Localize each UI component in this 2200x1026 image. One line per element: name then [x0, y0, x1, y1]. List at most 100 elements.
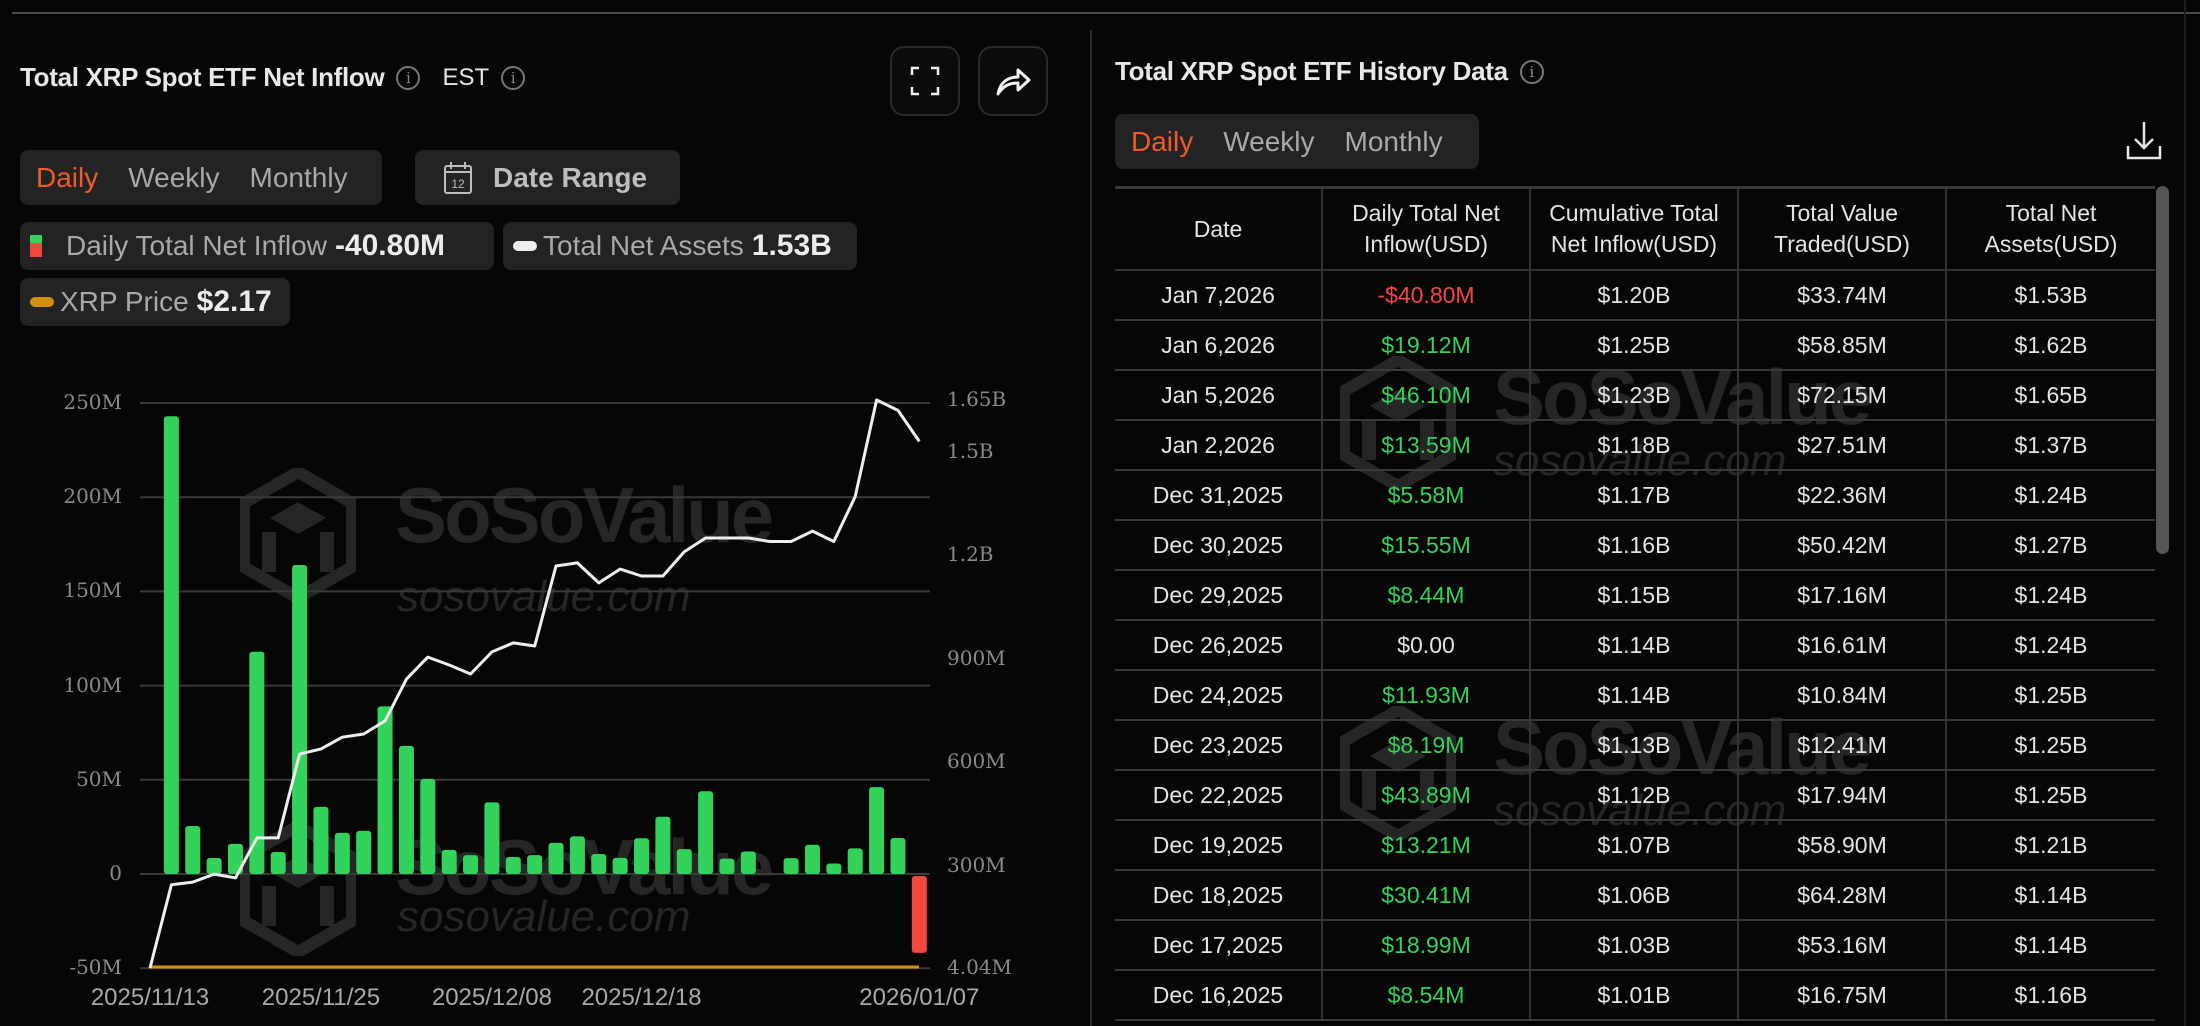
share-button[interactable]	[978, 46, 1048, 116]
col-header-date[interactable]: Date	[1115, 186, 1323, 271]
inflow-bar[interactable]	[655, 816, 671, 874]
cell-inflow: $15.55M	[1321, 520, 1531, 571]
date-range-button[interactable]: 12 Date Range	[415, 150, 680, 205]
history-tab-monthly[interactable]: Monthly	[1344, 125, 1443, 157]
inflow-bar[interactable]	[292, 565, 308, 874]
cell-inflow: $18.99M	[1321, 920, 1531, 971]
svg-text:12: 12	[451, 177, 465, 191]
y-right-tick: 4.04M	[947, 955, 1013, 979]
table-row[interactable]: Dec 23,2025 $8.19M $1.13B $12.41M $1.25B	[1115, 720, 2155, 771]
table-row[interactable]: Dec 24,2025 $11.93M $1.14B $10.84M $1.25B	[1115, 670, 2155, 721]
inflow-bar[interactable]	[505, 857, 521, 874]
inflow-bar[interactable]	[911, 876, 927, 953]
col-header-value-traded[interactable]: Total Value Traded(USD)	[1737, 186, 1947, 271]
timezone-info-icon[interactable]: i	[501, 65, 526, 90]
net-inflow-chart[interactable]	[0, 0, 1090, 1026]
cell-assets: $1.24B	[1945, 570, 2155, 621]
cell-traded: $17.16M	[1737, 570, 1947, 621]
calendar-icon: 12	[444, 161, 472, 194]
inflow-bar[interactable]	[847, 848, 863, 874]
inflow-bar[interactable]	[356, 830, 372, 874]
inflow-bar[interactable]	[548, 842, 564, 874]
inflow-bar[interactable]	[634, 838, 650, 874]
table-scrollbar-thumb[interactable]	[2156, 186, 2169, 554]
tab-monthly[interactable]: Monthly	[249, 161, 348, 193]
inflow-bar[interactable]	[206, 857, 222, 874]
cell-traded: $64.28M	[1737, 870, 1947, 921]
table-row[interactable]: Dec 31,2025 $5.58M $1.17B $22.36M $1.24B	[1115, 470, 2155, 521]
col-header-cumulative-inflow[interactable]: Cumulative Total Net Inflow(USD)	[1529, 186, 1739, 271]
table-row[interactable]: Jan 6,2026 $19.12M $1.25B $58.85M $1.62B	[1115, 320, 2155, 371]
inflow-bar[interactable]	[185, 825, 201, 874]
legend-assets[interactable]: Total Net Assets 1.53B	[503, 222, 857, 270]
inflow-bar[interactable]	[698, 791, 714, 874]
legend-price-label: XRP Price	[60, 286, 189, 317]
history-header: Total XRP Spot ETF History Data i	[1115, 56, 1544, 87]
info-icon[interactable]: i	[396, 65, 421, 90]
table-row[interactable]: Dec 30,2025 $15.55M $1.16B $50.42M $1.27B	[1115, 520, 2155, 571]
col-header-net-assets[interactable]: Total Net Assets(USD)	[1945, 186, 2155, 271]
inflow-bar[interactable]	[441, 849, 457, 874]
table-row[interactable]: Dec 22,2025 $43.89M $1.12B $17.94M $1.25B	[1115, 770, 2155, 821]
chart-title: Total XRP Spot ETF Net Inflow	[20, 62, 385, 92]
y-right-tick: 900M	[947, 645, 1006, 670]
history-tab-daily[interactable]: Daily	[1131, 125, 1194, 157]
inflow-bar[interactable]	[463, 855, 479, 874]
table-row[interactable]: Dec 18,2025 $30.41M $1.06B $64.28M $1.14B	[1115, 870, 2155, 921]
inflow-bar[interactable]	[484, 802, 500, 874]
cell-inflow: $46.10M	[1321, 370, 1531, 421]
inflow-bar[interactable]	[783, 858, 799, 874]
table-row[interactable]: Dec 17,2025 $18.99M $1.03B $53.16M $1.14B	[1115, 920, 2155, 971]
inflow-bar[interactable]	[612, 857, 628, 874]
inflow-bar[interactable]	[420, 778, 436, 874]
table-row[interactable]: Dec 29,2025 $8.44M $1.15B $17.16M $1.24B	[1115, 570, 2155, 621]
inflow-bar[interactable]	[569, 836, 585, 874]
inflow-bar[interactable]	[270, 851, 286, 874]
table-row[interactable]: Dec 19,2025 $13.21M $1.07B $58.90M $1.21B	[1115, 820, 2155, 871]
table-row[interactable]: Jan 5,2026 $46.10M $1.23B $72.15M $1.65B	[1115, 370, 2155, 421]
inflow-bar[interactable]	[826, 863, 842, 874]
inflow-bar[interactable]	[163, 416, 179, 874]
table-row[interactable]: Jan 2,2026 $13.59M $1.18B $27.51M $1.37B	[1115, 420, 2155, 471]
y-right-tick: 1.2B	[947, 542, 994, 567]
inflow-bar[interactable]	[334, 832, 350, 874]
history-tab-weekly[interactable]: Weekly	[1223, 125, 1315, 157]
cell-cumulative: $1.01B	[1529, 970, 1739, 1021]
table-row[interactable]: Dec 16,2025 $8.54M $1.01B $16.75M $1.16B	[1115, 970, 2155, 1021]
inflow-bar[interactable]	[398, 745, 414, 874]
cell-traded: $16.75M	[1737, 970, 1947, 1021]
inflow-bar[interactable]	[591, 854, 607, 874]
legend-inflow[interactable]: Daily Total Net Inflow -40.80M	[20, 222, 494, 270]
download-button[interactable]	[2124, 118, 2164, 164]
tab-daily[interactable]: Daily	[36, 161, 99, 193]
cell-assets: $1.65B	[1945, 370, 2155, 421]
inflow-bar[interactable]	[313, 806, 329, 874]
inflow-bar[interactable]	[869, 787, 885, 874]
inflow-swatch-icon	[30, 235, 42, 257]
inflow-bar[interactable]	[804, 844, 820, 874]
tab-weekly[interactable]: Weekly	[128, 161, 220, 193]
history-table: Date Daily Total Net Inflow(USD) Cumulati…	[1115, 186, 2155, 1021]
table-row[interactable]: Jan 7,2026 -$40.80M $1.20B $33.74M $1.53B	[1115, 270, 2155, 321]
inflow-bar[interactable]	[890, 837, 906, 874]
legend-price[interactable]: XRP Price $2.17	[20, 278, 290, 326]
inflow-bar[interactable]	[719, 858, 735, 874]
cell-assets: $1.14B	[1945, 920, 2155, 971]
legend-inflow-label: Daily Total Net Inflow	[66, 230, 327, 261]
history-info-icon[interactable]: i	[1519, 59, 1544, 84]
inflow-bar[interactable]	[227, 843, 243, 874]
fullscreen-button[interactable]	[890, 46, 960, 116]
inflow-bar[interactable]	[249, 651, 265, 874]
price-swatch-icon	[30, 297, 54, 307]
cell-cumulative: $1.25B	[1529, 320, 1739, 371]
inflow-bar[interactable]	[740, 851, 756, 874]
inflow-bar[interactable]	[377, 706, 393, 874]
cell-traded: $22.36M	[1737, 470, 1947, 521]
table-row[interactable]: Dec 26,2025 $0.00 $1.14B $16.61M $1.24B	[1115, 620, 2155, 671]
cell-cumulative: $1.14B	[1529, 620, 1739, 671]
net-assets-line	[148, 398, 921, 969]
col-header-daily-inflow[interactable]: Daily Total Net Inflow(USD)	[1321, 186, 1531, 271]
y-left-tick: -50M	[69, 955, 122, 980]
inflow-bar[interactable]	[676, 849, 692, 874]
inflow-bar[interactable]	[527, 855, 543, 874]
